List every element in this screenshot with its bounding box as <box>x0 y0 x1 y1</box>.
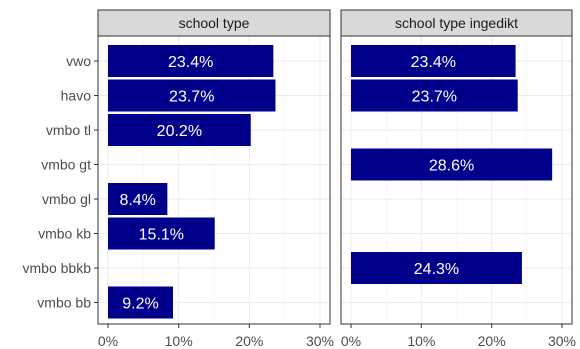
facet-title: school type <box>179 15 250 31</box>
bar <box>351 148 553 181</box>
bar-value-label: 20.2% <box>157 123 202 140</box>
facet-strip <box>97 9 331 37</box>
y-tick-label: vmbo bb <box>37 295 91 311</box>
bar-value-label: 9.2% <box>122 296 158 313</box>
facet-strip <box>340 9 573 37</box>
x-tick-label: 10% <box>165 333 193 349</box>
bar-value-label: 23.4% <box>168 54 213 71</box>
bar-value-label: 23.7% <box>169 89 214 106</box>
x-tick-label: 10% <box>407 333 435 349</box>
y-tick-label: vmbo bbkb <box>23 260 92 276</box>
bar <box>108 217 215 250</box>
bar-value-label: 23.7% <box>412 89 457 106</box>
bar-value-label: 23.4% <box>411 54 456 71</box>
y-tick-label: vmbo tl <box>46 122 91 138</box>
bar <box>351 252 522 284</box>
bar <box>351 79 518 112</box>
y-tick-label: vmbo gt <box>41 157 91 173</box>
y-tick-label: vmbo gl <box>42 191 91 207</box>
bar <box>108 286 174 319</box>
y-tick-label: havo <box>61 88 92 104</box>
x-tick-label: 0% <box>341 333 361 349</box>
bar <box>108 79 276 112</box>
bar <box>351 45 516 77</box>
bar <box>108 183 168 215</box>
bar-value-label: 8.4% <box>119 192 155 209</box>
bar <box>108 114 251 146</box>
x-tick-label: 30% <box>548 333 576 349</box>
y-tick-label: vwo <box>66 53 91 69</box>
x-tick-label: 20% <box>478 333 506 349</box>
bar <box>108 45 274 77</box>
bar-value-label: 24.3% <box>414 261 459 278</box>
bar-value-label: 28.6% <box>429 158 474 175</box>
x-tick-label: 0% <box>98 333 118 349</box>
x-tick-label: 30% <box>306 333 334 349</box>
facet-title: school type ingedikt <box>395 15 518 31</box>
bar-value-label: 15.1% <box>139 227 184 244</box>
y-tick-label: vmbo kb <box>38 226 91 242</box>
x-tick-label: 20% <box>235 333 263 349</box>
